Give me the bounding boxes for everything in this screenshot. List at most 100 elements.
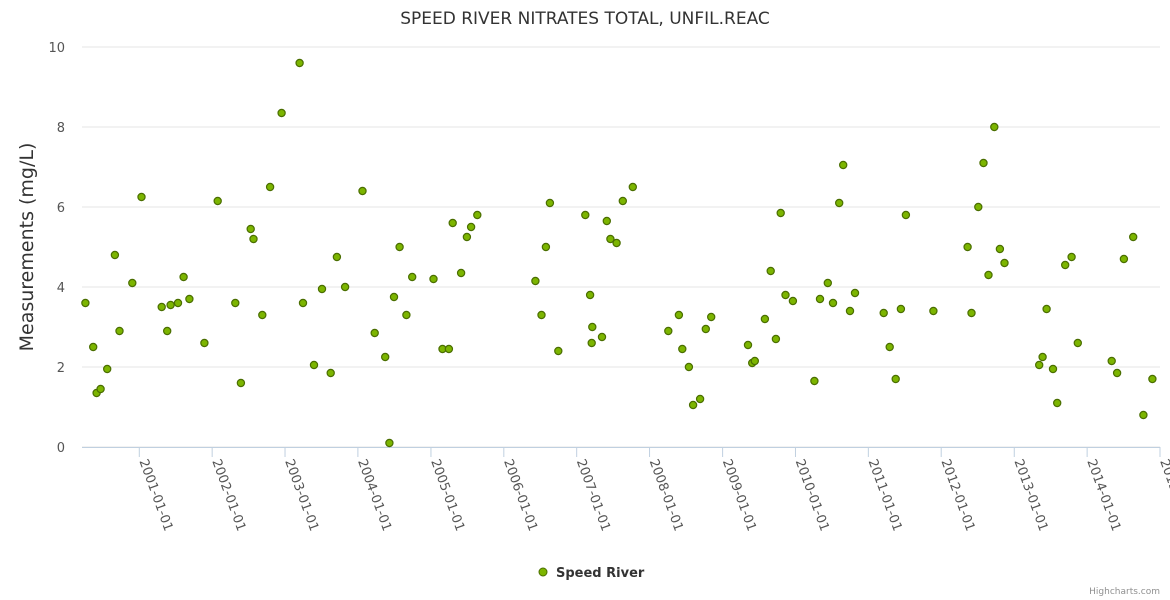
data-point[interactable] <box>979 158 988 168</box>
data-point[interactable] <box>370 328 379 338</box>
data-point[interactable] <box>81 298 90 308</box>
data-point[interactable] <box>587 338 596 348</box>
data-point[interactable] <box>110 250 120 260</box>
data-point[interactable] <box>295 58 304 68</box>
data-point[interactable] <box>466 222 476 232</box>
data-point[interactable] <box>1067 252 1076 262</box>
data-point[interactable] <box>298 298 308 308</box>
data-point[interactable] <box>258 310 267 320</box>
data-point[interactable] <box>929 306 938 316</box>
data-point[interactable] <box>462 232 472 242</box>
data-point[interactable] <box>326 368 335 378</box>
data-point[interactable] <box>332 252 342 262</box>
data-point[interactable] <box>185 294 194 304</box>
data-point[interactable] <box>277 108 286 118</box>
data-point[interactable] <box>128 278 137 288</box>
data-point[interactable] <box>618 196 628 206</box>
data-point[interactable] <box>678 344 687 354</box>
data-point[interactable] <box>995 244 1005 254</box>
data-point[interactable] <box>885 342 894 352</box>
data-point[interactable] <box>760 314 770 324</box>
data-points[interactable] <box>81 58 1157 448</box>
data-point[interactable] <box>249 234 258 244</box>
data-point[interactable] <box>845 306 855 316</box>
data-point[interactable] <box>588 322 597 332</box>
data-point[interactable] <box>984 270 993 280</box>
data-point[interactable] <box>1042 304 1051 314</box>
data-point[interactable] <box>963 242 972 252</box>
data-point[interactable] <box>358 186 367 196</box>
data-point[interactable] <box>612 238 621 248</box>
data-point[interactable] <box>810 376 819 386</box>
data-point[interactable] <box>137 192 146 202</box>
data-point[interactable] <box>606 234 615 244</box>
data-point[interactable] <box>776 208 785 218</box>
data-point[interactable] <box>88 342 98 352</box>
data-point[interactable] <box>1119 254 1129 264</box>
data-point[interactable] <box>157 302 166 312</box>
data-point[interactable] <box>236 378 246 388</box>
data-point[interactable] <box>200 338 209 348</box>
data-point[interactable] <box>340 282 350 292</box>
data-point[interactable] <box>317 284 327 294</box>
data-point[interactable] <box>531 276 540 286</box>
data-point[interactable] <box>309 360 319 370</box>
data-point[interactable] <box>967 308 976 318</box>
credits-link[interactable]: Highcharts.com <box>1089 587 1160 597</box>
data-point[interactable] <box>545 198 555 208</box>
data-point[interactable] <box>788 296 798 306</box>
data-point[interactable] <box>402 310 411 320</box>
data-point[interactable] <box>879 308 888 318</box>
data-point[interactable] <box>815 294 825 304</box>
data-point[interactable] <box>1000 258 1009 268</box>
data-point[interactable] <box>974 202 983 212</box>
data-point[interactable] <box>1052 398 1062 408</box>
data-point[interactable] <box>456 268 466 278</box>
data-point[interactable] <box>408 272 417 282</box>
data-point[interactable] <box>674 310 684 320</box>
data-point[interactable] <box>115 326 124 336</box>
data-point[interactable] <box>429 274 438 284</box>
data-point[interactable] <box>179 272 188 282</box>
data-point[interactable] <box>1148 374 1157 384</box>
data-point[interactable] <box>839 160 848 170</box>
data-point[interactable] <box>585 290 595 300</box>
data-point[interactable] <box>771 334 781 344</box>
data-point[interactable] <box>766 266 775 276</box>
data-point[interactable] <box>554 346 563 356</box>
data-point[interactable] <box>102 364 112 374</box>
data-point[interactable] <box>901 210 911 220</box>
data-point[interactable] <box>1034 360 1044 370</box>
data-point[interactable] <box>231 298 240 308</box>
data-point[interactable] <box>701 324 711 334</box>
data-point[interactable] <box>850 288 860 298</box>
data-point[interactable] <box>1073 338 1083 348</box>
data-point[interactable] <box>1060 260 1070 270</box>
data-point[interactable] <box>444 344 454 354</box>
data-point[interactable] <box>162 326 172 336</box>
data-point[interactable] <box>537 310 546 320</box>
data-point[interactable] <box>896 304 906 314</box>
data-point[interactable] <box>990 122 999 132</box>
data-point[interactable] <box>385 438 394 448</box>
data-point[interactable] <box>628 182 638 192</box>
data-point[interactable] <box>688 400 698 410</box>
data-point[interactable] <box>828 298 838 308</box>
data-point[interactable] <box>835 198 844 208</box>
data-point[interactable] <box>684 362 694 372</box>
legend[interactable]: Speed River <box>538 566 645 581</box>
data-point[interactable] <box>96 384 105 394</box>
data-point[interactable] <box>695 394 705 404</box>
data-point[interactable] <box>473 210 482 220</box>
legend-item-speed-river[interactable]: Speed River <box>556 566 645 581</box>
data-point[interactable] <box>213 196 222 206</box>
data-point[interactable] <box>1048 364 1058 374</box>
data-point[interactable] <box>823 278 833 288</box>
data-point[interactable] <box>246 224 255 234</box>
data-point[interactable] <box>1112 368 1122 378</box>
data-point[interactable] <box>743 340 753 350</box>
data-point[interactable] <box>581 210 590 220</box>
data-point[interactable] <box>750 356 760 366</box>
data-point[interactable] <box>664 326 673 336</box>
data-point[interactable] <box>602 216 612 226</box>
